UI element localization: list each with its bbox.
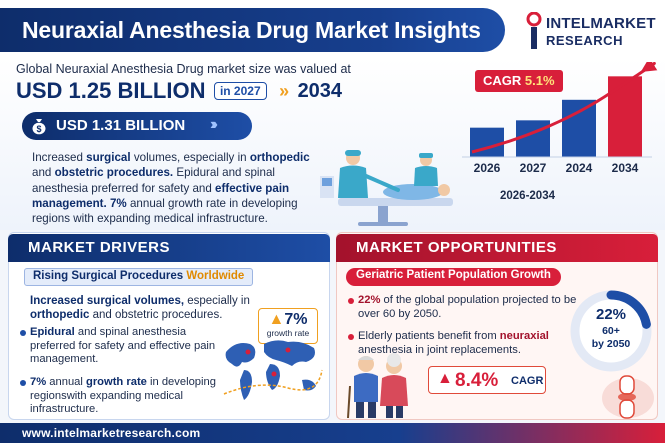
- title-bar: Neuraxial Anesthesia Drug Market Insight…: [0, 8, 505, 52]
- tick-label-2034: 2034: [612, 161, 639, 175]
- donut-percent: 22%: [595, 306, 627, 323]
- tick-label-2027: 2027: [520, 161, 547, 175]
- value-2034: USD 1.31 BILLION: [56, 117, 186, 134]
- opportunities-bullet-population: 22% of the global population projected t…: [348, 294, 577, 320]
- drivers-paragraph: Increased surgical volumes, especially i…: [30, 295, 250, 321]
- growth-rate-label: growth rate: [266, 328, 310, 338]
- growth-rate-badge: ▲7% growth rate: [258, 308, 318, 344]
- tick-label-2024: 2024: [566, 161, 593, 175]
- target-year: 2034: [297, 79, 343, 102]
- knee-joint-icon: [602, 375, 654, 419]
- bar-2027: [516, 120, 550, 157]
- drivers-banner: MARKET DRIVERS: [8, 234, 330, 262]
- summary-section: Global Neuraxial Anesthesia Drug market …: [0, 58, 665, 230]
- opportunities-cagr-value: 8.4%: [455, 370, 499, 391]
- bar-2034: [608, 76, 642, 157]
- cagr-badge: CAGR 5.1%: [475, 70, 563, 92]
- drivers-subheading: Rising Surgical Procedures Worldwide: [24, 268, 254, 286]
- bar-2024: [562, 99, 596, 157]
- header: Neuraxial Anesthesia Drug Market Insight…: [0, 0, 665, 58]
- value-2034-pill: $ USD 1.31 BILLION ›››: [22, 112, 252, 140]
- opportunities-banner: MARKET OPPORTUNITIES: [336, 234, 658, 262]
- opportunities-cagr-badge: ▲ 8.4% CAGR: [428, 366, 546, 394]
- value-row: USD 1.25 BILLION in 2027 » 2034: [16, 78, 342, 104]
- drivers-bullet-epidural: Epidural and spinal anesthesia preferred…: [20, 326, 230, 367]
- drivers-bullet-growth: 7% annual growth rate in developing regi…: [20, 376, 230, 417]
- opportunities-cagr-label: CAGR: [511, 375, 544, 387]
- year-pill: in 2027: [213, 82, 267, 100]
- double-chevron-icon: »: [279, 80, 289, 101]
- logo-text-bottom: RESEARCH: [546, 33, 623, 48]
- market-intro: Global Neuraxial Anesthesia Drug market …: [16, 62, 351, 76]
- elderly-couple-icon: [347, 353, 408, 418]
- up-arrow-icon: ▲: [437, 370, 453, 387]
- drivers-heading: MARKET DRIVERS: [28, 239, 171, 256]
- donut-chart-icon: [570, 290, 652, 372]
- opportunities-heading: MARKET OPPORTUNITIES: [356, 239, 557, 256]
- footer: www.intelmarketresearch.com: [0, 423, 665, 443]
- world-map-icon: [223, 340, 323, 400]
- surgery-illustration-icon: [320, 150, 453, 226]
- logo-text-top: INTELMARKET: [546, 15, 656, 32]
- chevron-right-icon: ›››: [210, 116, 218, 133]
- svg-text:$: $: [36, 124, 41, 134]
- growth-bar-chart: 2026 2027 2024 2034: [462, 62, 658, 175]
- donut-year: by 2050: [591, 338, 631, 350]
- tick-label-2026: 2026: [474, 161, 501, 175]
- chart-range-label: 2026-2034: [500, 190, 555, 202]
- footer-url[interactable]: www.intelmarketresearch.com: [22, 426, 201, 440]
- opportunities-subheading: Geriatric Patient Population Growth: [346, 268, 561, 286]
- logo-mark-icon: [526, 12, 542, 49]
- trend-arrow-icon: [471, 62, 658, 154]
- population-donut: 22% 60+ by 2050: [568, 288, 654, 374]
- logo[interactable]: INTELMARKET RESEARCH: [520, 10, 660, 58]
- growth-rate-value: ▲7%: [268, 311, 308, 328]
- money-bag-icon: $: [32, 119, 46, 135]
- donut-age: 60+: [602, 325, 620, 337]
- value-2027: USD 1.25 BILLION: [16, 78, 206, 103]
- summary-description: Increased surgical volumes, especially i…: [32, 151, 310, 226]
- opportunities-bullet-elderly: Elderly patients benefit from neuraxial …: [348, 330, 578, 357]
- page-title: Neuraxial Anesthesia Drug Market Insight…: [22, 17, 481, 43]
